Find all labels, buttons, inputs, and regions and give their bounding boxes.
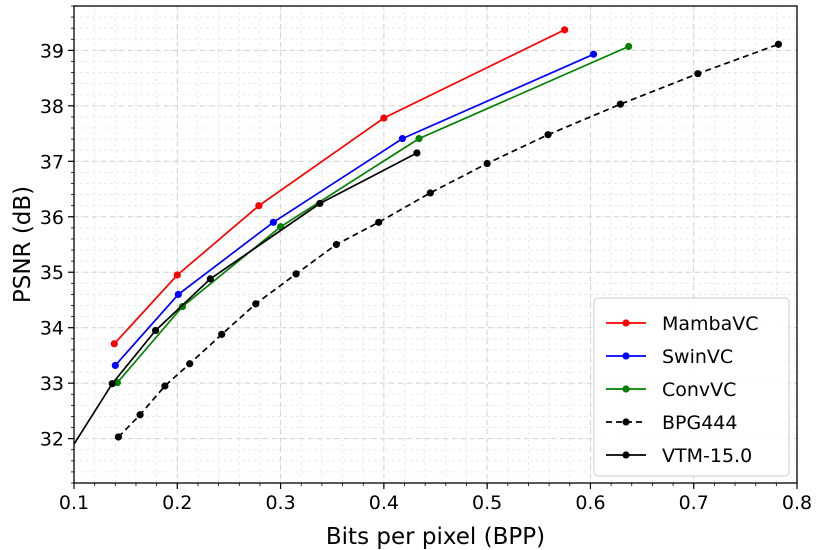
y-tick-label: 33	[40, 373, 64, 395]
series-line-swinvc	[114, 53, 594, 366]
point-bpg444	[218, 330, 226, 338]
point-bpg444	[426, 189, 434, 197]
y-tick-label: 34	[40, 318, 64, 340]
point-swinvc	[589, 50, 598, 58]
series-mambavc	[110, 26, 569, 348]
point-bpg444	[186, 360, 194, 368]
legend-marker-mambavc	[622, 319, 630, 327]
point-bpg444	[114, 433, 123, 441]
point-bpg444	[694, 70, 702, 78]
series-line-vtm-15-0	[73, 152, 418, 445]
point-bpg444	[544, 131, 552, 139]
x-tick-label: 0.1	[59, 492, 89, 514]
y-tick-label: 36	[40, 207, 64, 229]
point-bpg444	[136, 411, 144, 419]
point-vtm-15-0	[316, 199, 324, 208]
point-swinvc	[398, 134, 407, 143]
y-tick-label: 38	[40, 96, 64, 118]
legend-label-vtm-15-0: VTM-15.0	[662, 445, 752, 467]
point-vtm-15-0	[206, 275, 214, 283]
legend-label-bpg444: BPG444	[662, 412, 737, 434]
point-mambavc	[561, 26, 569, 34]
y-axis-label: PSNR (dB)	[10, 186, 36, 303]
legend-label-mambavc: MambaVC	[662, 313, 759, 335]
x-tick-label: 0.8	[782, 492, 812, 514]
legend-label-convvc: ConvVC	[662, 379, 736, 401]
x-tick-label: 0.7	[679, 492, 709, 514]
point-mambavc	[110, 340, 118, 348]
point-mambavc	[255, 202, 263, 210]
plot-frame	[73, 5, 798, 484]
y-tick-label: 39	[40, 40, 64, 62]
point-vtm-15-0	[108, 380, 116, 388]
legend-marker-vtm-15-0	[622, 451, 630, 459]
point-bpg444	[774, 40, 783, 48]
point-convvc	[625, 42, 633, 51]
series-swinvc	[111, 50, 598, 370]
x-tick-label: 0.3	[265, 492, 295, 514]
point-mambavc	[173, 271, 181, 279]
y-tick-label: 35	[40, 262, 64, 284]
point-vtm-15-0	[413, 149, 421, 157]
y-tick-label: 37	[40, 151, 64, 173]
x-axis-label: Bits per pixel (BPP)	[326, 524, 545, 550]
point-bpg444	[292, 270, 300, 278]
series-layer	[73, 26, 783, 445]
point-swinvc	[174, 290, 182, 299]
x-tick-label: 0.6	[575, 492, 605, 514]
series-bpg444	[114, 40, 783, 441]
point-convvc	[178, 303, 187, 311]
legend-marker-convvc	[622, 385, 630, 393]
series-vtm-15-0	[73, 149, 421, 445]
legend: MambaVC SwinVC ConvVC BPG444 VTM-15.0	[593, 297, 790, 477]
point-bpg444	[332, 240, 340, 249]
x-tick-label: 0.5	[472, 492, 502, 514]
x-tick-label: 0.4	[369, 492, 399, 514]
legend-marker-bpg444	[622, 418, 630, 426]
point-swinvc	[111, 361, 119, 370]
x-tick-label: 0.2	[162, 492, 192, 514]
point-bpg444	[375, 218, 383, 226]
point-bpg444	[161, 382, 169, 390]
legend-label-swinvc: SwinVC	[662, 346, 733, 368]
y-tick-label: 32	[40, 429, 64, 451]
ticks: 0.1 0.2 0.3 0.4 0.5 0.6 0.7 0.8 32 33 34 35 36 37 38 39	[40, 5, 812, 514]
point-vtm-15-0	[151, 326, 160, 335]
point-bpg444	[252, 300, 260, 308]
point-convvc	[415, 134, 423, 143]
series-line-convvc	[116, 45, 629, 384]
legend-box	[593, 297, 790, 477]
series-line-mambavc	[113, 29, 565, 345]
point-swinvc	[269, 218, 277, 226]
point-bpg444	[483, 159, 491, 168]
legend-marker-swinvc	[622, 352, 630, 360]
point-bpg444	[616, 100, 624, 108]
point-mambavc	[380, 114, 388, 122]
